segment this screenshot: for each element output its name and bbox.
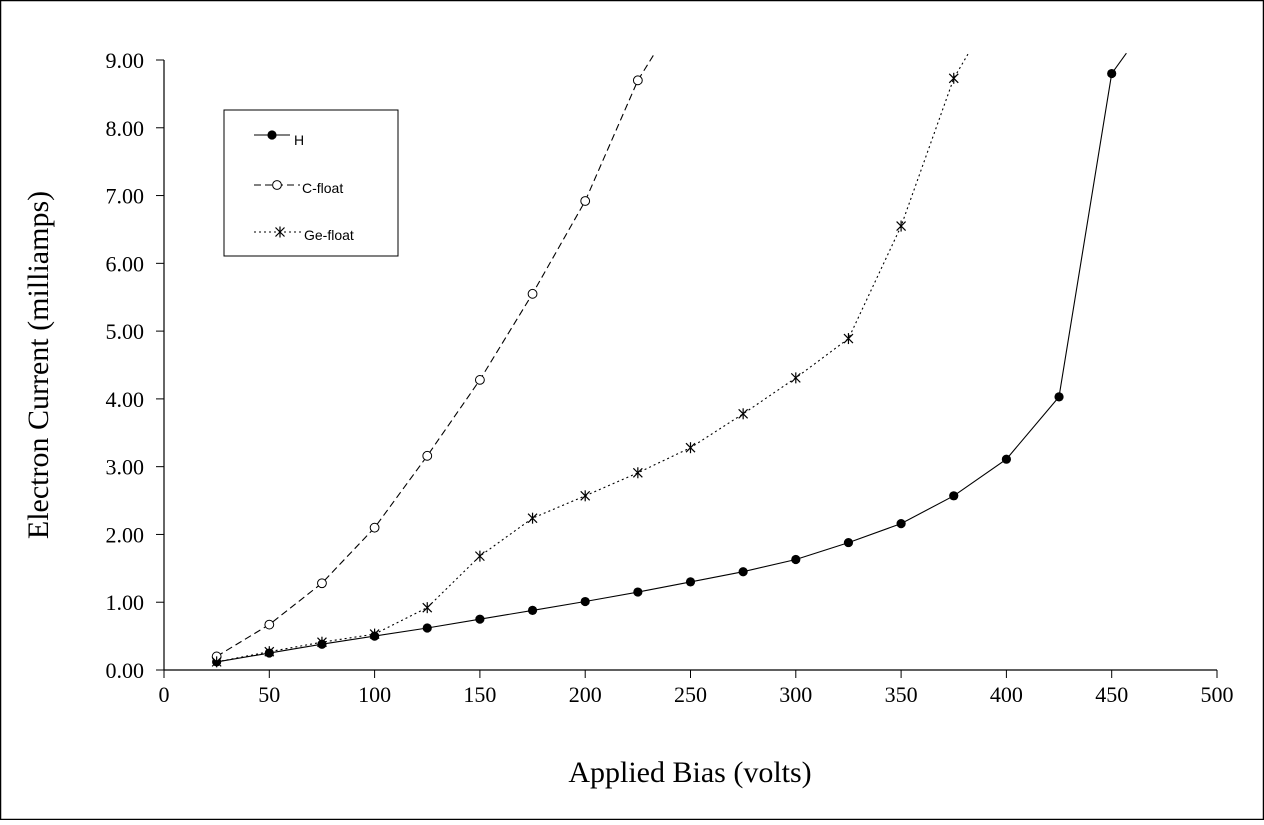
y-tick-label-9.00: 9.00 [106,48,145,73]
data-point-c-float-200 [580,196,591,206]
x-tick-label-500: 500 [1201,682,1234,707]
data-point-h-175 [527,605,538,615]
legend-item-ge-float: Ge-float [254,226,354,243]
x-tick-label-250: 250 [674,682,707,707]
x-axis-ticks: 0 50 100 150 200 250 300 350 400 450 500 [159,670,1234,707]
y-tick-label-4.00: 4.00 [106,387,145,412]
plot-area [211,52,1127,668]
legend-item-h: H [254,130,304,148]
x-tick-label-450: 450 [1095,682,1128,707]
data-point-ge-float-175 [527,512,538,524]
data-point-c-float-100 [369,522,380,533]
data-point-c-float-175 [527,288,538,299]
legend-label-c-float: C-float [302,180,343,196]
data-point-h-250 [685,577,696,587]
x-tick-label-0: 0 [159,682,170,707]
x-tick-label-350: 350 [885,682,918,707]
y-axis-ticks: 0.00 1.00 2.00 3.00 4.00 5.00 6.00 7.00 8.00 9.00 [106,48,164,683]
data-point-ge-float-250 [685,442,696,454]
x-tick-label-50: 50 [258,682,280,707]
data-point-h-450 [1107,68,1117,79]
data-point-ge-float-50 [264,646,275,658]
data-point-ge-float-150 [474,550,485,562]
data-point-h-150 [475,614,485,624]
data-point-h-425 [1054,392,1064,402]
legend-label-ge-float: Ge-float [304,227,354,243]
y-tick-label-6.00: 6.00 [106,251,145,276]
data-point-c-float-125 [422,450,433,461]
y-tick-label-7.00: 7.00 [106,184,145,209]
data-point-ge-float-225 [632,467,643,479]
legend-item-c-float: C-float [254,180,343,196]
x-tick-label-200: 200 [569,682,602,707]
x-tick-label-400: 400 [990,682,1023,707]
series-ge-float [211,52,969,668]
data-point-h-225 [633,587,643,597]
data-point-h-400 [1001,454,1012,464]
data-point-h-300 [791,554,801,565]
series-line-c-float [216,52,656,657]
data-point-h-375 [949,491,959,501]
data-point-ge-float-25 [211,656,222,668]
data-point-ge-float-125 [422,602,433,614]
data-point-ge-float-300 [790,372,801,384]
data-point-c-float-150 [475,375,485,385]
series-line-ge-float [216,52,969,663]
data-point-h-325 [843,537,854,548]
x-tick-label-300: 300 [779,682,812,707]
x-tick-label-150: 150 [463,682,496,707]
y-tick-label-3.00: 3.00 [106,455,145,480]
y-tick-label-8.00: 8.00 [106,116,145,141]
y-tick-label-0.00: 0.00 [106,658,145,683]
legend-box [223,109,399,257]
y-tick-label-1.00: 1.00 [106,590,145,615]
data-point-ge-float-200 [580,490,591,502]
y-axis-title: Electron Current (milliamps) [22,191,55,539]
data-point-ge-float-375 [948,72,959,84]
data-point-h-350 [896,519,906,529]
y-tick-label-2.00: 2.00 [106,522,145,547]
data-point-ge-float-350 [896,220,907,232]
series-c-float [211,52,656,662]
legend-marker-h [267,130,277,140]
y-tick-label-5.00: 5.00 [106,319,145,344]
legend: H C-float Ge-float [223,109,399,257]
data-point-c-float-50 [264,619,275,630]
data-point-ge-float-75 [317,636,327,648]
x-axis-title: Applied Bias (volts) [568,756,811,789]
series-h [212,52,1127,667]
data-point-ge-float-100 [369,628,380,640]
data-point-ge-float-325 [843,333,854,345]
data-point-c-float-75 [317,578,327,589]
data-point-c-float-225 [632,75,643,86]
data-point-h-275 [738,567,748,577]
legend-marker-ge-float [275,226,285,238]
data-point-h-125 [422,623,432,633]
data-point-ge-float-275 [738,408,749,420]
data-point-h-200 [580,596,590,607]
legend-marker-c-float [272,180,282,190]
x-tick-label-100: 100 [358,682,391,707]
legend-label-h: H [294,132,304,148]
